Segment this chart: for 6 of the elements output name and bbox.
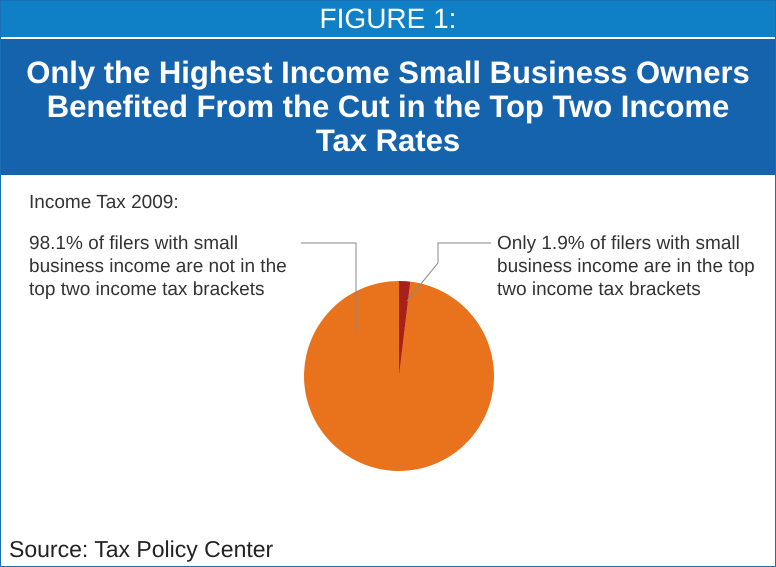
source-note: Source: Tax Policy Center: [9, 536, 274, 563]
slice-label: 98.1% of filers with small business income are not in the top two income tax brackets: [29, 232, 288, 301]
caption: FIGURE 1:: [1, 1, 775, 37]
chart-title: Only the Highest Income Small Business Owners Benefited From the Cut in the Top Two Income Tax Rates: [1, 39, 775, 175]
chart-subtitle: Income Tax 2009:: [29, 191, 179, 214]
slice-label: Only 1.9% of filers with small business income are in the top two income tax brackets: [497, 232, 756, 301]
